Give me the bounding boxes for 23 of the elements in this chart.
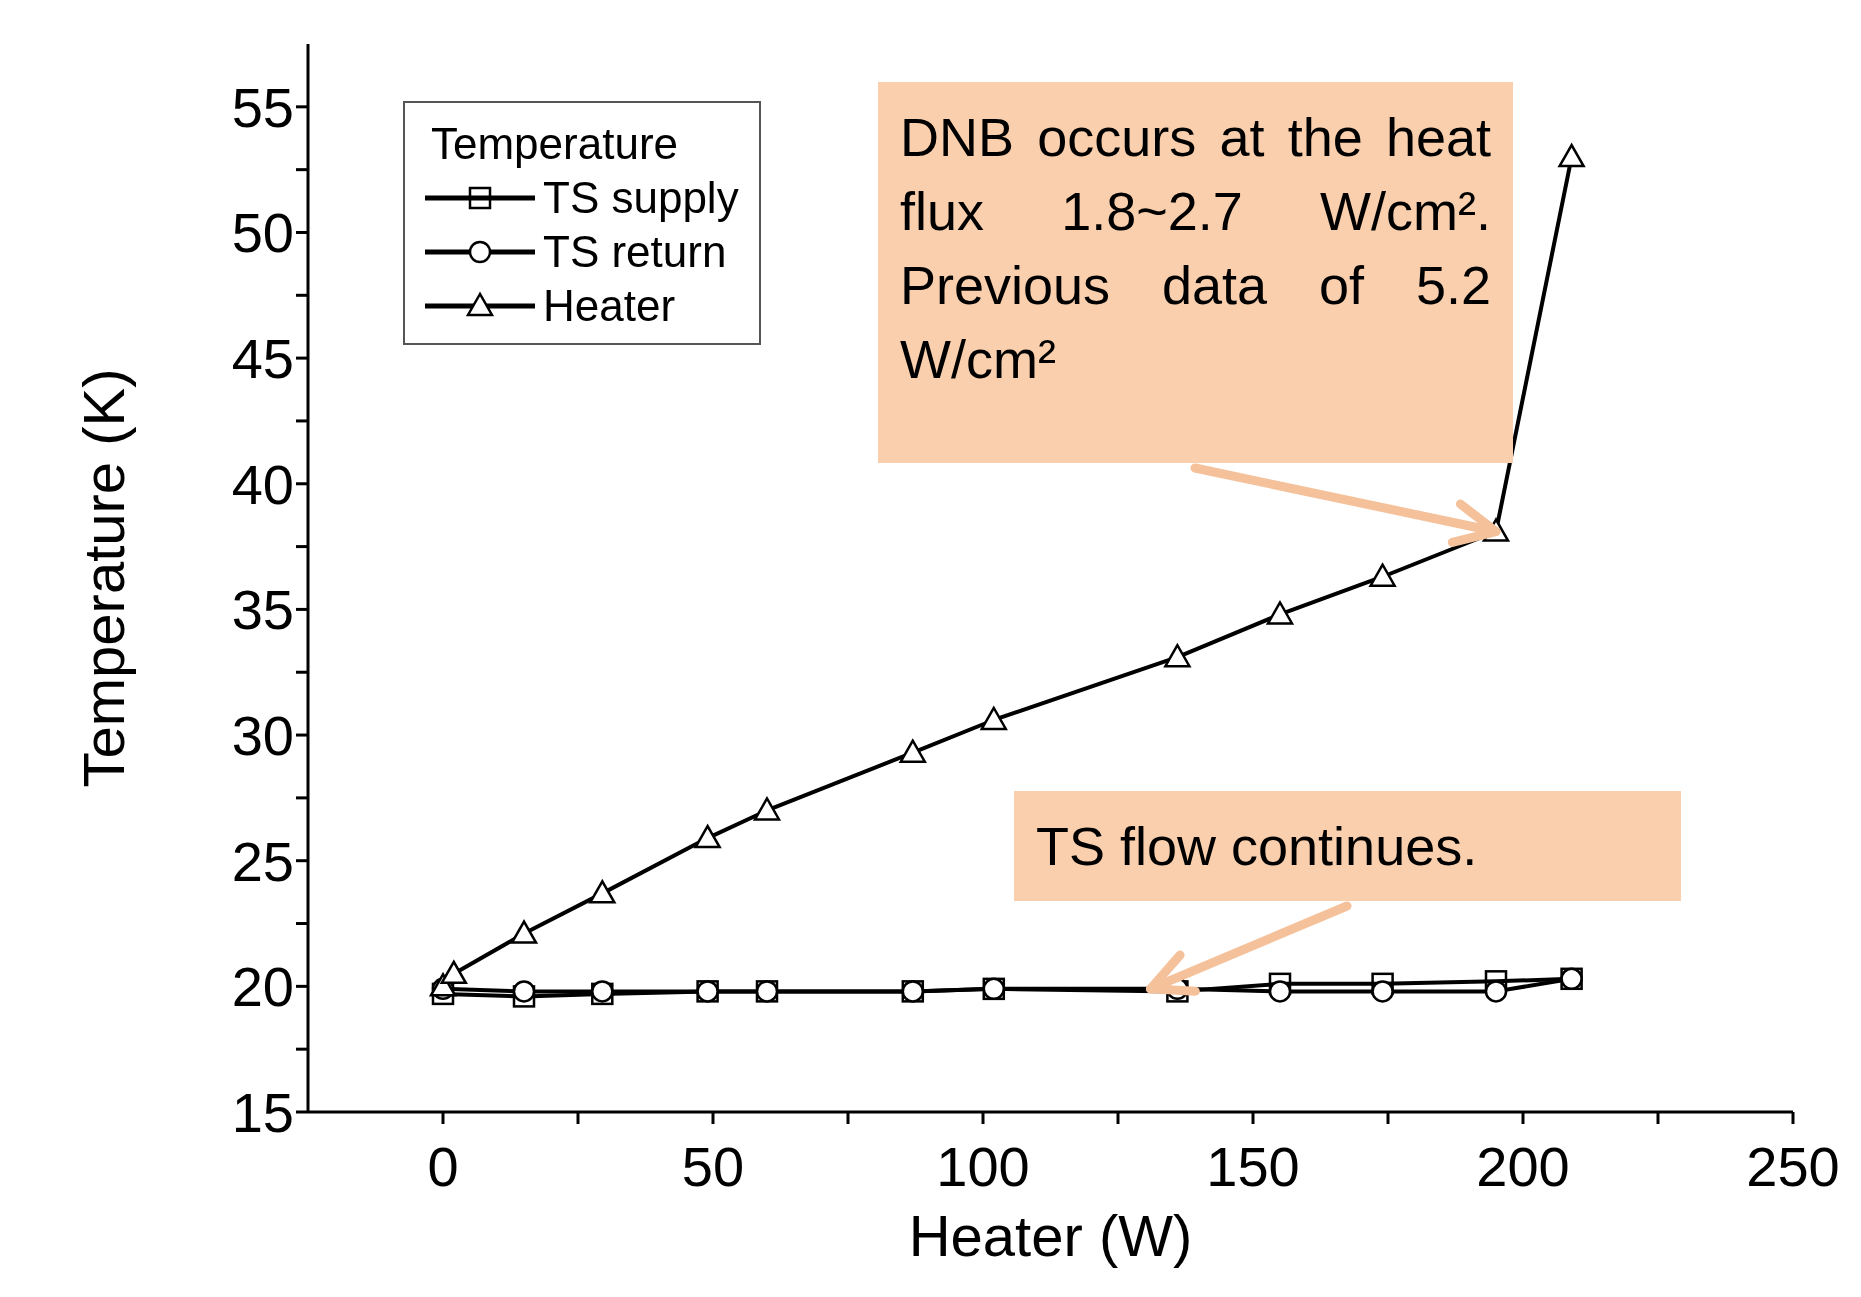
note-box: TS flow continues. [1014,791,1681,901]
x-tick-label: 250 [1746,1134,1840,1198]
y-tick-label: 30 [231,703,294,767]
y-tick-label: 35 [231,578,294,642]
x-tick-label: 200 [1476,1134,1570,1198]
y-tick-label: 50 [231,201,294,265]
y-tick-label: 20 [231,955,294,1019]
x-tick-label: 100 [936,1134,1030,1198]
x-axis-title: Heater (W) [908,1203,1193,1268]
legend-label: TS return [543,226,727,278]
note-box: DNB occurs at the heat flux 1.8~2.7 W/cm². Previous data of 5.2 W/cm² [878,82,1513,463]
legend-title: Temperature [430,118,679,170]
y-tick-label: 45 [231,327,294,390]
y-tick-label: 40 [231,452,294,516]
x-tick-label: 0 [427,1134,459,1198]
y-tick-label: 55 [231,75,294,139]
x-tick-label: 150 [1206,1134,1300,1198]
legend-label: TS supply [543,172,739,224]
legend-label: Heater [543,280,676,332]
y-tick-label: 25 [231,829,294,893]
y-tick-label: 15 [231,1080,294,1144]
y-axis-title: Temperature (K) [70,368,136,788]
x-tick-label: 50 [681,1134,745,1198]
